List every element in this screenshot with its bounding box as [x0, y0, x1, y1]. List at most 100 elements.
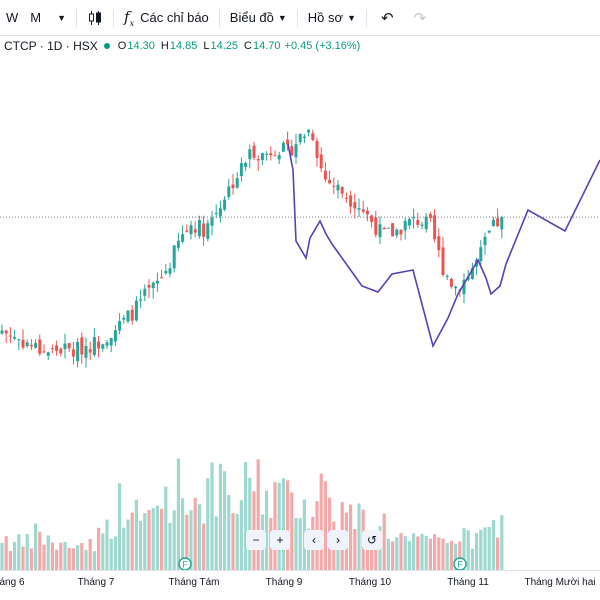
chevron-down-icon: ▼	[277, 12, 287, 23]
candle-body	[218, 208, 222, 217]
candle-body	[139, 299, 143, 301]
candle-body	[206, 223, 210, 239]
volume-bar	[59, 542, 63, 570]
volume-bar	[470, 548, 474, 570]
volume-bar	[479, 529, 483, 570]
indicators-button[interactable]: fx Các chỉ báo	[118, 0, 215, 36]
zoom-out-button[interactable]: −	[246, 530, 266, 550]
toolbar-divider	[365, 8, 367, 27]
candle-body	[223, 199, 227, 210]
volume-bar	[235, 513, 239, 570]
candle-body	[130, 309, 134, 321]
candle-body	[34, 343, 38, 348]
event-badge-label: F	[457, 560, 463, 570]
candle-body	[424, 216, 428, 230]
volume-bar	[126, 519, 130, 570]
volume-bar	[374, 533, 378, 570]
candle-body	[416, 220, 420, 225]
candle-body	[21, 339, 25, 348]
candle-body	[391, 223, 395, 237]
candle-body	[294, 144, 298, 158]
candle-body	[42, 351, 46, 353]
candle-body	[441, 247, 445, 276]
volume-bar	[25, 533, 29, 570]
candle-body	[370, 215, 374, 222]
volume-bar	[420, 533, 424, 570]
candle-body	[420, 224, 424, 226]
candle-body	[302, 136, 306, 138]
scroll-right-button[interactable]: ›	[328, 530, 348, 550]
undo-icon[interactable]: ↶	[380, 9, 394, 27]
candle-body	[63, 343, 67, 350]
market-status-dot-icon	[103, 43, 110, 49]
reset-chart-button[interactable]: ↺	[362, 530, 382, 550]
candle-body	[500, 217, 504, 230]
candle-body	[256, 159, 260, 161]
candle-body	[332, 185, 336, 187]
volume-bar	[391, 541, 395, 570]
candlesticks	[0, 128, 504, 368]
candle-body	[189, 225, 193, 235]
chart-type-button[interactable]	[81, 0, 109, 36]
candle-body	[248, 149, 252, 160]
time-axis[interactable]: áng 6 Tháng 7 Tháng Tám Tháng 9 Tháng 10…	[0, 570, 600, 600]
volume-bar	[50, 542, 54, 570]
volume-bar	[80, 543, 84, 570]
symbol-label[interactable]: CTCP · 1D · HSX	[4, 39, 98, 53]
volume-bar	[244, 462, 248, 570]
candle-body	[76, 341, 80, 362]
volume-bar	[168, 522, 172, 570]
volume-bar	[407, 541, 411, 570]
trend-drawing[interactable]	[287, 143, 600, 349]
open-label: O	[117, 40, 127, 52]
chevron-down-icon: ▼	[347, 12, 356, 23]
volume-bar	[0, 542, 4, 570]
candle-body	[50, 348, 54, 350]
candle-body	[378, 224, 382, 238]
candle-body	[202, 223, 206, 237]
candle-body	[340, 186, 344, 194]
candle-body	[84, 346, 88, 358]
toolbar-divider	[296, 8, 298, 27]
candle-body	[29, 344, 33, 347]
volume-bar	[29, 548, 33, 570]
interval-week[interactable]: W	[0, 0, 24, 36]
scroll-left-button[interactable]: ‹	[304, 530, 324, 550]
volume-bar	[336, 531, 340, 570]
candle-body	[67, 343, 71, 349]
profile-menu-button[interactable]: Hồ sơ ▼	[302, 0, 362, 36]
candle-body	[454, 286, 458, 289]
candle-body	[181, 234, 185, 242]
volume-bar	[281, 478, 285, 570]
volume-bar	[214, 516, 218, 570]
candle-body	[252, 145, 256, 158]
candle-body	[365, 210, 369, 215]
candle-body	[412, 217, 416, 219]
candle-body	[105, 342, 109, 346]
chart-menu-button[interactable]: Biểu đồ ▼	[224, 0, 293, 36]
candle-body	[13, 336, 17, 339]
candle-body	[462, 279, 466, 295]
interval-dropdown[interactable]: ▼	[47, 0, 72, 36]
event-badge-icon[interactable]: F	[453, 557, 467, 570]
candle-body	[193, 229, 197, 233]
candle-body	[172, 245, 176, 269]
candle-body	[344, 197, 348, 199]
candle-body	[227, 186, 231, 197]
toolbar-divider	[113, 8, 115, 27]
volume-bar	[273, 482, 277, 570]
zoom-in-button[interactable]: +	[270, 530, 290, 550]
time-axis-label: Tháng 10	[348, 577, 392, 588]
redo-icon[interactable]: ↷	[413, 9, 427, 27]
volume-bar	[160, 508, 164, 570]
volume-bar	[466, 530, 470, 570]
event-badge-label: F	[182, 560, 188, 570]
volume-bar	[193, 497, 197, 570]
interval-week-label: W	[6, 10, 19, 25]
event-badge-icon[interactable]: F	[178, 557, 192, 570]
volume-bar	[248, 477, 252, 570]
interval-month[interactable]: M	[24, 0, 47, 36]
candle-body	[496, 218, 500, 227]
candle-body	[260, 153, 264, 161]
